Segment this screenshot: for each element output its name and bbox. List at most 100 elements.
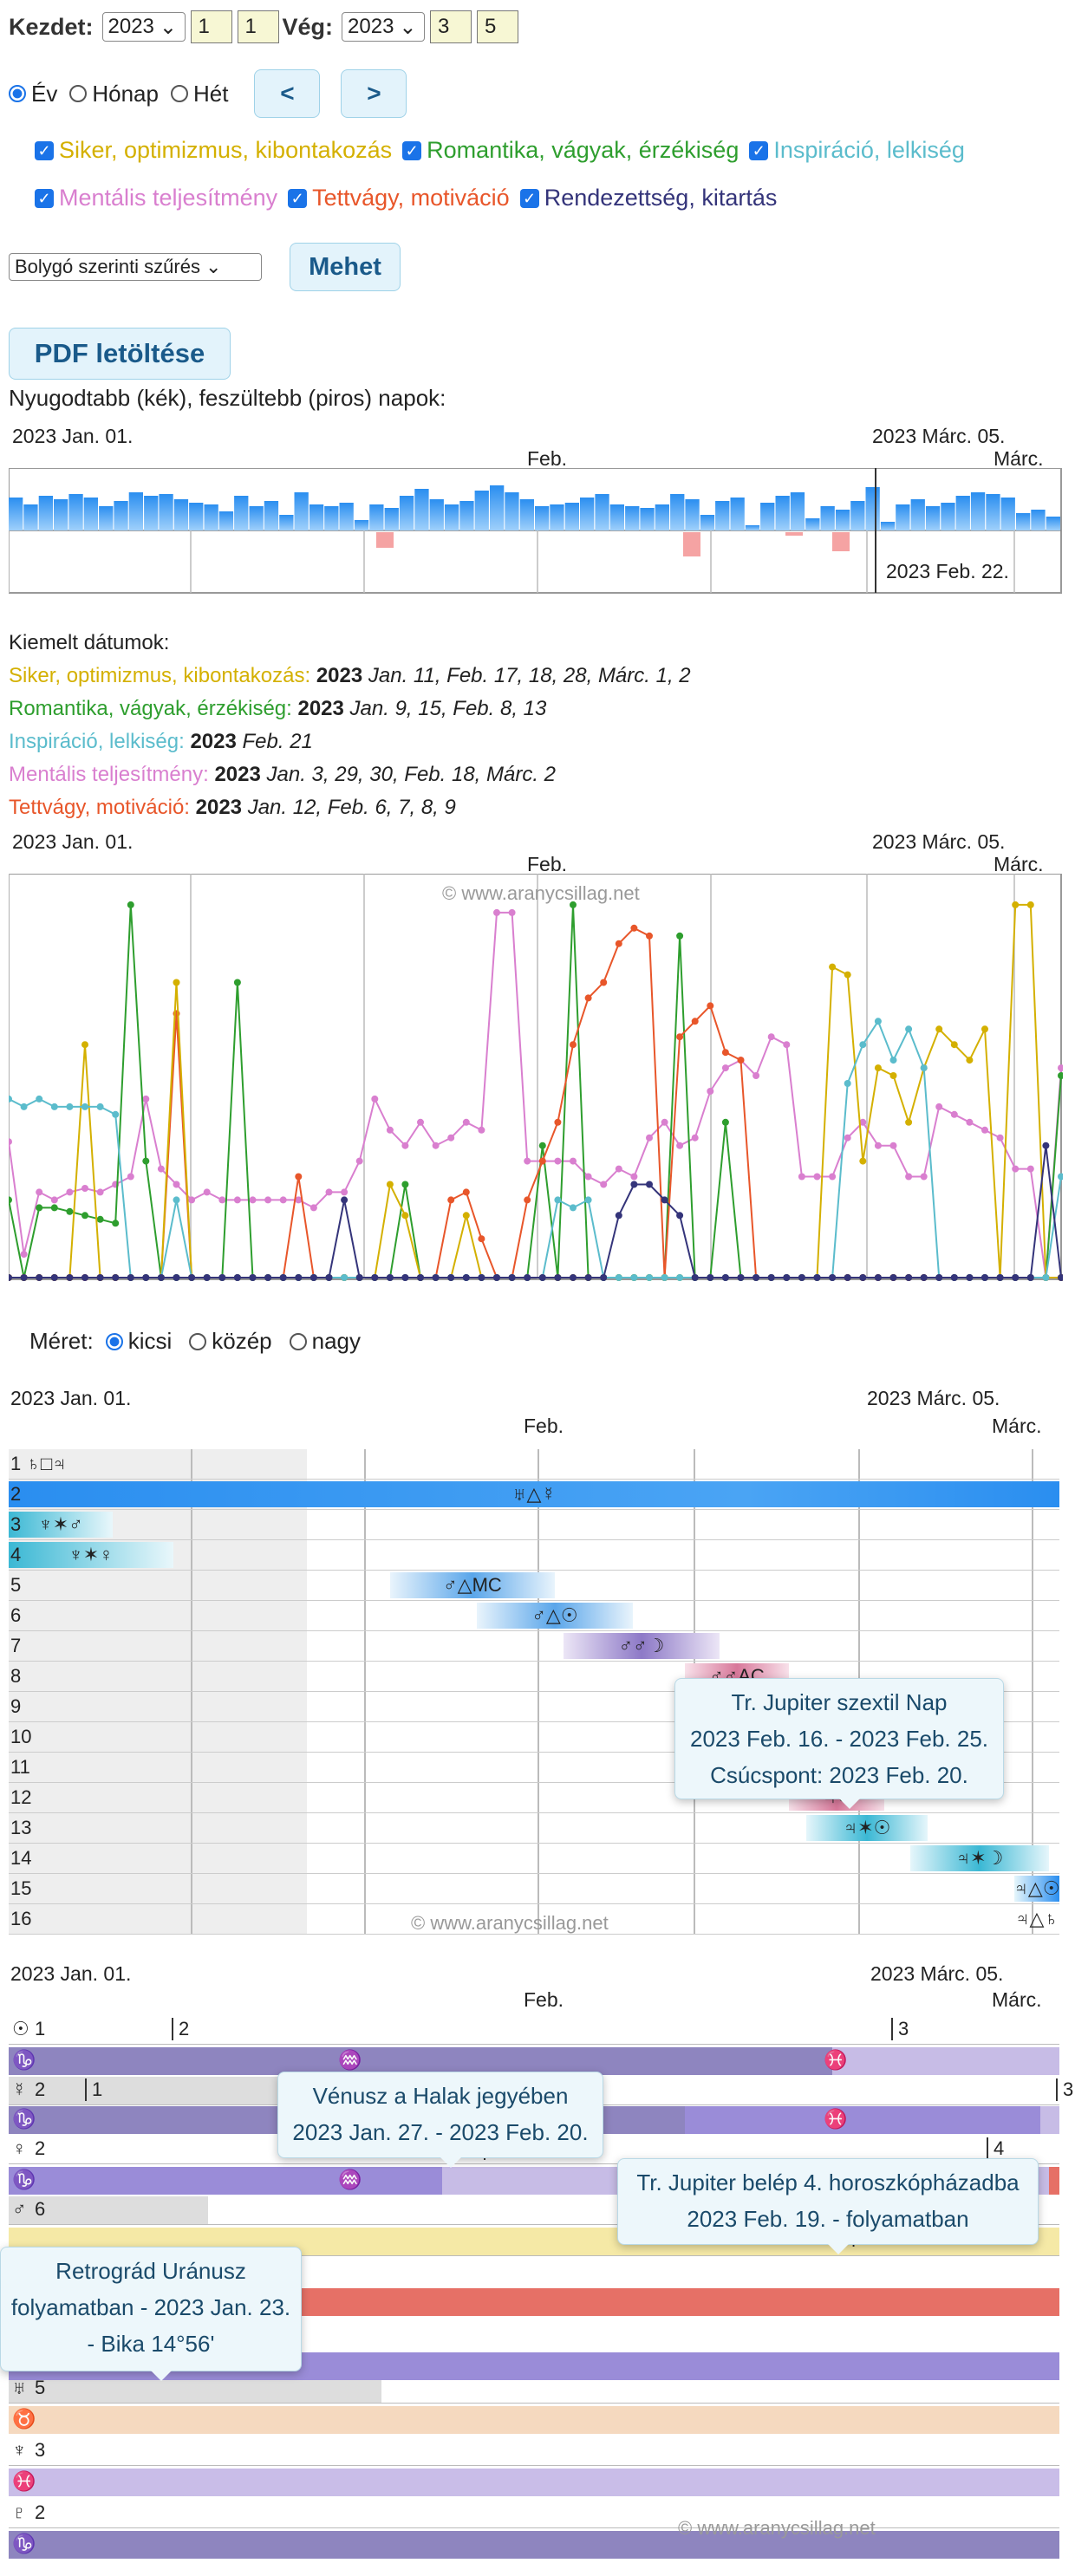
aspect-row[interactable]: ♅△☿ 2 <box>9 1480 1059 1510</box>
category-checkbox-motivation[interactable]: ✓ Tettvágy, motiváció <box>288 185 510 211</box>
start-year-select[interactable]: 2023 ⌄ <box>101 12 186 42</box>
trace-point <box>905 1025 913 1033</box>
trace-point <box>112 1110 120 1118</box>
house-number: 1 <box>35 2018 46 2039</box>
trace-point <box>737 1057 745 1064</box>
trace-point <box>462 1274 470 1281</box>
transit-row[interactable]: ♓ <box>9 2469 1059 2496</box>
calm-bar <box>865 487 880 530</box>
aspect-bar[interactable]: ♃△♄ <box>1015 1908 1059 1929</box>
trace-point <box>874 1142 882 1149</box>
tense-bar <box>376 532 394 548</box>
aspect-bar[interactable]: ♂♂☽ <box>564 1633 720 1659</box>
trace-point <box>630 1181 638 1188</box>
transit-row[interactable]: ♇ 2 <box>9 2500 1059 2528</box>
prev-button[interactable]: < <box>254 69 321 118</box>
trace-point <box>813 1274 821 1281</box>
trace-point <box>721 1118 729 1126</box>
aspect-row[interactable]: 11 <box>9 1753 1059 1783</box>
trace-point <box>218 1196 226 1204</box>
aspect-row-number: 8 <box>10 1665 22 1687</box>
trace-point <box>630 1274 638 1281</box>
aspect-row[interactable]: 1 ♄□♃ <box>9 1449 1059 1480</box>
aspect-bar[interactable]: ♃✶☽ <box>910 1845 1049 1871</box>
trace-point <box>1058 1072 1063 1079</box>
aspect-row[interactable]: ♃✶☉ 13 <box>9 1813 1059 1844</box>
category-trace <box>9 911 1062 1278</box>
planet-filter-select[interactable]: Bolygó szerinti szűrés ⌄ <box>9 253 262 281</box>
aspect-bar[interactable]: ♆✶♀ <box>9 1542 173 1568</box>
start-month-input[interactable]: 1 <box>190 10 232 43</box>
calm-bar <box>925 506 941 530</box>
size-radio-medium[interactable] <box>189 1332 207 1350</box>
month-label-feb: Feb. <box>527 853 568 875</box>
aspect-row[interactable]: 10 <box>9 1722 1059 1753</box>
trace-point <box>615 940 622 947</box>
transit-row[interactable]: ♂ 6 <box>9 2196 1059 2225</box>
trace-point <box>249 1196 257 1204</box>
aspect-row-number: 7 <box>10 1635 22 1656</box>
calm-bar <box>99 506 114 530</box>
category-checkbox-inspiration[interactable]: ✓ Inspiráció, lelkiség <box>749 137 965 164</box>
transit-row[interactable]: ♆ 3 <box>9 2437 1059 2466</box>
aspect-row[interactable]: ♂△☉ 6 <box>9 1601 1059 1631</box>
category-checkbox-success[interactable]: ✓ Siker, optimizmus, kibontakozás <box>35 137 392 164</box>
aspect-bar[interactable]: ♅△☿ <box>9 1481 1059 1507</box>
period-radio-month[interactable] <box>69 85 88 102</box>
aspect-row[interactable]: ♂♂☽ 7 <box>9 1631 1059 1662</box>
trace-point <box>889 1072 897 1079</box>
calm-bar <box>384 508 399 530</box>
aspect-row-number: 14 <box>10 1847 32 1869</box>
aspect-bar[interactable]: ♂△MC <box>390 1572 555 1598</box>
trace-point <box>600 1181 608 1188</box>
trace-point <box>81 1185 88 1192</box>
calm-bar <box>309 504 324 530</box>
pdf-download-button[interactable]: PDF letöltése <box>9 328 231 380</box>
aspect-bar[interactable]: ♆✶♂ <box>9 1512 113 1538</box>
aspect-row[interactable]: ♃✶☽ 14 <box>9 1844 1059 1874</box>
transit-row[interactable]: ♑ ♒ ♓ <box>9 2047 1059 2075</box>
category-checkbox-romance[interactable]: ✓ Romantika, vágyak, érzékiség <box>402 137 739 164</box>
transit-row[interactable]: ♉ <box>9 2406 1059 2434</box>
house-number: 2 <box>35 2137 46 2159</box>
aspect-bar[interactable]: ♂△☉ <box>477 1603 633 1629</box>
period-radio-year[interactable] <box>9 85 26 102</box>
period-selector: Év Hónap Hét < > <box>9 69 407 118</box>
aspect-row[interactable]: 9 <box>9 1692 1059 1722</box>
size-radio-large[interactable] <box>289 1332 307 1350</box>
transit-row[interactable]: ♑ <box>9 2531 1059 2559</box>
category-checkbox-order[interactable]: ✓ Rendezettség, kitartás <box>519 185 777 211</box>
house-shade <box>9 2077 321 2104</box>
aspect-row[interactable]: ♃△♄ 16 <box>9 1904 1059 1935</box>
start-day-input[interactable]: 1 <box>237 10 279 43</box>
trace-point <box>707 1088 714 1095</box>
aspect-row[interactable]: ♃△☉ 15 <box>9 1874 1060 1904</box>
aspect-row-number: 9 <box>10 1695 22 1717</box>
next-button[interactable]: > <box>341 69 407 118</box>
transit-row[interactable]: ☉ 1 2 3 <box>9 2016 1059 2045</box>
trace-point <box>188 1196 196 1204</box>
check-icon: ✓ <box>519 188 539 208</box>
end-year-select[interactable]: 2023 ⌄ <box>342 12 426 42</box>
go-button[interactable]: Mehet <box>290 243 401 291</box>
trace-point <box>142 1157 150 1165</box>
trace-point <box>615 1212 622 1220</box>
category-checkbox-mental[interactable]: ✓ Mentális teljesítmény <box>35 185 277 211</box>
month-label-feb: Feb. <box>524 1415 564 1437</box>
aspect-bar[interactable]: ♃✶☉ <box>806 1815 928 1841</box>
aspect-row[interactable]: ♆✶♀ 4 <box>9 1540 1059 1571</box>
end-month-input[interactable]: 3 <box>430 10 472 43</box>
aspect-bar[interactable]: ♃△☉ <box>1013 1876 1060 1902</box>
aspect-row[interactable]: ♂△MC 5 <box>9 1571 1059 1601</box>
calm-bar <box>324 506 339 530</box>
aspect-row[interactable]: ♆✶♂ 3 <box>9 1510 1059 1540</box>
size-selector: Méret: kicsi közép nagy <box>29 1328 361 1355</box>
trace-point <box>325 1274 333 1281</box>
size-radio-small[interactable] <box>105 1332 123 1350</box>
calm-bar <box>609 504 624 530</box>
period-radio-week[interactable] <box>170 85 188 102</box>
aspect-row-number: 12 <box>10 1786 32 1808</box>
end-day-input[interactable]: 5 <box>477 10 519 43</box>
calm-bar <box>745 525 760 530</box>
trace-point <box>1026 901 1034 908</box>
